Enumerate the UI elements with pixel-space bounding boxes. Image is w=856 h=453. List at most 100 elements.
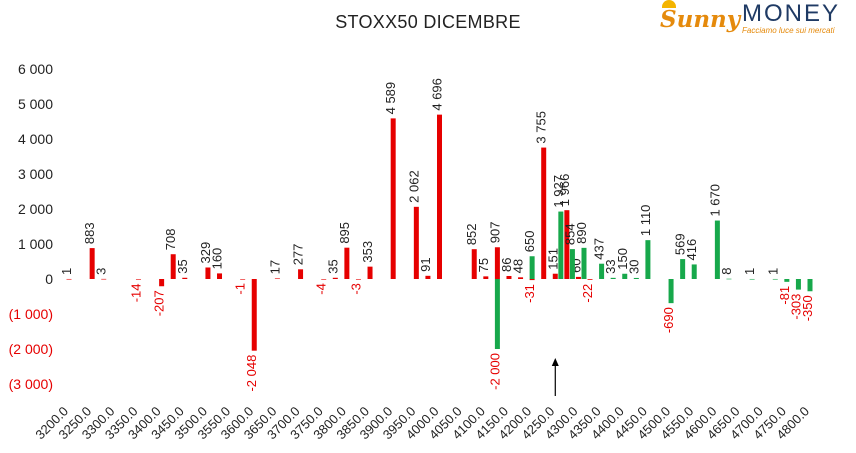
data-label: 890	[574, 222, 589, 244]
data-label: 907	[487, 222, 502, 244]
bar	[633, 277, 639, 279]
bar	[437, 114, 442, 279]
data-label: -31	[522, 284, 537, 303]
data-label: 30	[626, 259, 641, 273]
data-label: 416	[684, 239, 699, 261]
bar	[506, 275, 512, 279]
bar	[413, 206, 419, 279]
bar	[425, 275, 431, 279]
annotation-arrow-head	[551, 358, 559, 366]
data-label: 2 062	[406, 170, 421, 203]
logo-tagline: Facciamo luce sui mercati	[742, 26, 835, 35]
data-label: 277	[291, 244, 306, 266]
bar	[581, 247, 587, 279]
data-label: 329	[198, 242, 213, 264]
bar	[541, 147, 547, 279]
y-tick-label: 1 000	[18, 236, 53, 252]
data-label: 48	[511, 259, 526, 273]
bar	[251, 279, 257, 351]
data-label: -350	[800, 295, 815, 321]
bar	[691, 264, 697, 279]
bar	[564, 210, 570, 279]
bar	[529, 279, 535, 281]
bar	[390, 118, 396, 279]
data-label: 852	[464, 223, 479, 245]
data-label: 17	[267, 260, 282, 274]
data-label: -14	[128, 283, 143, 302]
bar	[610, 277, 616, 279]
bar	[217, 273, 223, 279]
bar	[668, 279, 674, 304]
bar	[274, 278, 280, 280]
data-label: -2 048	[244, 355, 259, 392]
bar	[355, 279, 361, 280]
data-label: 1 110	[638, 205, 653, 237]
data-label: 4 589	[383, 82, 398, 115]
bar	[749, 278, 755, 280]
data-label: -1	[233, 283, 248, 295]
data-label: 353	[360, 241, 375, 263]
bar	[518, 277, 524, 279]
data-label: 75	[476, 258, 491, 272]
logo-sunny-text: Sunny	[660, 6, 741, 33]
data-label: 1 927	[551, 175, 566, 208]
bar	[101, 278, 107, 280]
bar	[680, 259, 686, 279]
data-label: 35	[325, 259, 340, 273]
data-label: -81	[777, 286, 792, 305]
data-label: 1	[59, 268, 74, 275]
data-label: 3 755	[534, 111, 549, 144]
data-label: 437	[592, 238, 607, 260]
data-label: 650	[522, 231, 537, 253]
y-tick-label: (1 000)	[9, 306, 53, 322]
bar	[807, 279, 813, 292]
y-tick-label: 4 000	[18, 131, 53, 147]
y-tick-label: 0	[45, 271, 53, 287]
data-label: 91	[418, 257, 433, 271]
data-label: -4	[314, 283, 329, 295]
data-label: 160	[210, 248, 225, 270]
bar	[552, 273, 558, 279]
bar	[599, 263, 605, 279]
data-label: -2 000	[487, 353, 502, 390]
chart-title: STOXX50 DICEMBRE	[335, 12, 521, 32]
data-label: 8	[719, 267, 734, 274]
data-label: -690	[661, 307, 676, 333]
data-label: 1	[765, 268, 780, 275]
bar	[483, 276, 489, 279]
data-label: 86	[499, 258, 514, 272]
bar	[558, 211, 564, 279]
bar	[784, 279, 790, 282]
data-label: -3	[348, 283, 363, 295]
data-label: -22	[580, 284, 595, 303]
bar	[182, 277, 188, 279]
data-label: 35	[175, 259, 190, 273]
bar	[645, 240, 651, 279]
y-tick-label: 2 000	[18, 201, 53, 217]
bar	[714, 220, 720, 279]
bar	[367, 266, 373, 279]
bar	[66, 278, 72, 280]
sunny-money-logo: Sunny MONEY Facciamo luce sui mercati	[660, 0, 856, 40]
data-label: 150	[615, 248, 630, 270]
data-label: 854	[562, 223, 577, 245]
bar	[321, 279, 327, 280]
bar	[240, 279, 246, 280]
data-label: 151	[545, 248, 560, 270]
bar	[135, 279, 141, 280]
data-label: 1 670	[707, 184, 722, 217]
data-label: -207	[152, 290, 167, 316]
data-label: 1 966	[557, 174, 572, 207]
data-label: 569	[673, 233, 688, 255]
bar	[622, 273, 628, 279]
bar	[89, 248, 95, 279]
bar	[494, 279, 500, 349]
data-label: 708	[163, 229, 178, 251]
bar	[332, 277, 338, 279]
bar	[772, 278, 778, 280]
bar	[298, 269, 304, 279]
data-label: 1	[742, 268, 757, 275]
y-tick-label: 5 000	[18, 96, 53, 112]
bar	[529, 256, 535, 279]
